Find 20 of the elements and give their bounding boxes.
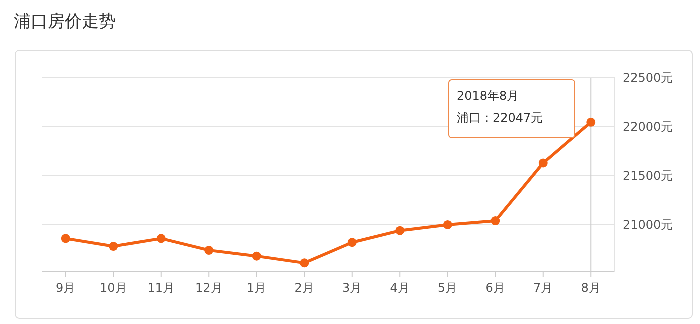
- x-tick-label: 10月: [100, 281, 128, 295]
- y-tick-label: 21000元: [623, 218, 674, 232]
- x-tick-label: 5月: [438, 281, 458, 295]
- x-tick-label: 9月: [56, 281, 76, 295]
- x-tick-label: 7月: [534, 281, 554, 295]
- x-tick-label: 1月: [247, 281, 267, 295]
- x-tick-label: 3月: [342, 281, 362, 295]
- x-tick-label: 6月: [486, 281, 506, 295]
- x-tick-label: 11月: [148, 281, 176, 295]
- x-tick-label: 8月: [581, 281, 601, 295]
- y-tick-label: 22500元: [623, 71, 674, 85]
- y-tick-label: 22000元: [623, 120, 674, 134]
- x-tick-label: 2月: [294, 281, 314, 295]
- x-tick-label: 4月: [390, 281, 410, 295]
- x-tick-label: 12月: [195, 281, 223, 295]
- annotation: 2018年8月: [457, 89, 520, 103]
- y-tick-label: 21500元: [623, 168, 674, 183]
- chart-title: 浦口房价走势: [14, 12, 116, 32]
- picture-tooltip: 2018年8月 浦口：22047元: [448, 80, 576, 138]
- annotation: 浦口：22047元: [457, 111, 544, 125]
